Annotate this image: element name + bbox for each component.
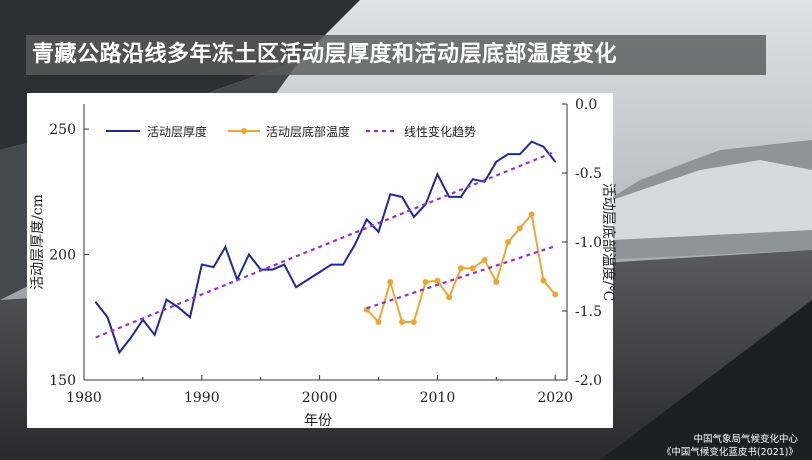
y-right-tick-label: -1.0 [575, 235, 602, 251]
thickness-point [365, 218, 368, 221]
page-title: 青藏公路沿线多年冻土区活动层厚度和活动层底部温度变化 [32, 42, 618, 67]
thickness-point [377, 231, 380, 233]
thickness-point [224, 246, 227, 248]
temperature-point [516, 225, 523, 232]
y-left-axis-label: 活动层厚度/cm [30, 194, 46, 290]
temperature-point [457, 265, 464, 272]
y-right-tick-label: -2.0 [575, 373, 602, 389]
y-left-tick-label: 200 [49, 248, 76, 264]
thickness-point [507, 153, 509, 156]
temperature-point [399, 319, 406, 326]
temperature-point [375, 319, 382, 326]
y-right-axis-label: 活动层底部温度/℃ [600, 183, 616, 301]
trend-line-right [366, 245, 556, 310]
temperature-point [410, 319, 417, 326]
chart-marks [94, 140, 559, 355]
x-tick-label: 2010 [420, 390, 456, 406]
thickness-point [271, 268, 274, 271]
thickness-point [554, 160, 557, 163]
thickness-point [389, 193, 392, 196]
x-axis-label: 年份 [304, 413, 332, 429]
thickness-line [94, 140, 557, 355]
trend-line-left [95, 150, 556, 339]
credit-org: 中国气象局气候变化中心 [693, 434, 798, 445]
x-tick-label: 1990 [184, 390, 220, 406]
chart-legend: 活动层厚度 活动层底部温度 线性变化趋势 [106, 124, 476, 139]
temperature-point [387, 279, 394, 286]
thickness-point [118, 351, 121, 354]
thickness-point [130, 336, 133, 339]
thickness-point [200, 263, 203, 266]
temperature-point [552, 291, 559, 298]
y-right-tick-label: -0.5 [575, 166, 602, 182]
thickness-point [306, 278, 309, 281]
y-left-tick-label: 250 [49, 122, 76, 138]
thickness-point [401, 195, 403, 198]
temperature-point [493, 279, 500, 286]
x-tick-label: 2000 [302, 390, 338, 406]
legend-thickness-label: 活动层厚度 [147, 124, 207, 139]
thickness-point [342, 263, 345, 266]
thickness-point [530, 140, 533, 143]
thickness-point [542, 145, 545, 148]
chart-axes [83, 103, 568, 381]
chart-labels: 1980 1990 2000 2010 2020 150 200 250 0.0 -0.5 -1.0… [30, 97, 616, 429]
credit-source: 《中国气候变化蓝皮书(2021)》 [661, 447, 798, 458]
thickness-point [412, 216, 415, 218]
temperature-point [528, 211, 535, 218]
thickness-point [283, 263, 286, 266]
title-banner [26, 35, 766, 75]
thickness-point [354, 243, 356, 246]
legend-temperature-marker [241, 128, 247, 134]
x-tick-label: 2020 [537, 390, 573, 406]
thickness-point [471, 178, 474, 181]
temperature-point [540, 277, 547, 284]
thickness-point [436, 173, 439, 176]
thickness-point [295, 286, 297, 289]
thickness-point [106, 316, 109, 319]
thickness-point [212, 266, 215, 268]
legend-temperature-label: 活动层底部温度 [266, 124, 350, 139]
temperature-point [505, 239, 512, 245]
thickness-point [448, 195, 451, 198]
thickness-point [94, 301, 97, 304]
thickness-point [460, 195, 462, 198]
y-right-tick-label: 0.0 [575, 97, 597, 113]
thickness-point [495, 160, 498, 163]
temperature-point [469, 265, 476, 272]
x-tick-label: 1980 [66, 390, 102, 406]
temperature-point [434, 277, 441, 284]
legend-trend-label: 线性变化趋势 [404, 124, 476, 139]
temperature-point [481, 256, 488, 263]
thickness-point [165, 298, 168, 301]
chart-panel [27, 93, 613, 428]
y-right-tick-label: -1.5 [575, 304, 602, 320]
temperature-point [422, 279, 429, 286]
temperature-point [446, 294, 453, 301]
thickness-point [318, 271, 321, 274]
thickness-point [518, 153, 521, 156]
thickness-point [330, 263, 333, 266]
thickness-point [189, 316, 191, 319]
thickness-point [177, 306, 180, 309]
thickness-point [153, 333, 156, 336]
y-left-tick-label: 150 [49, 373, 76, 389]
thickness-point [248, 253, 250, 256]
